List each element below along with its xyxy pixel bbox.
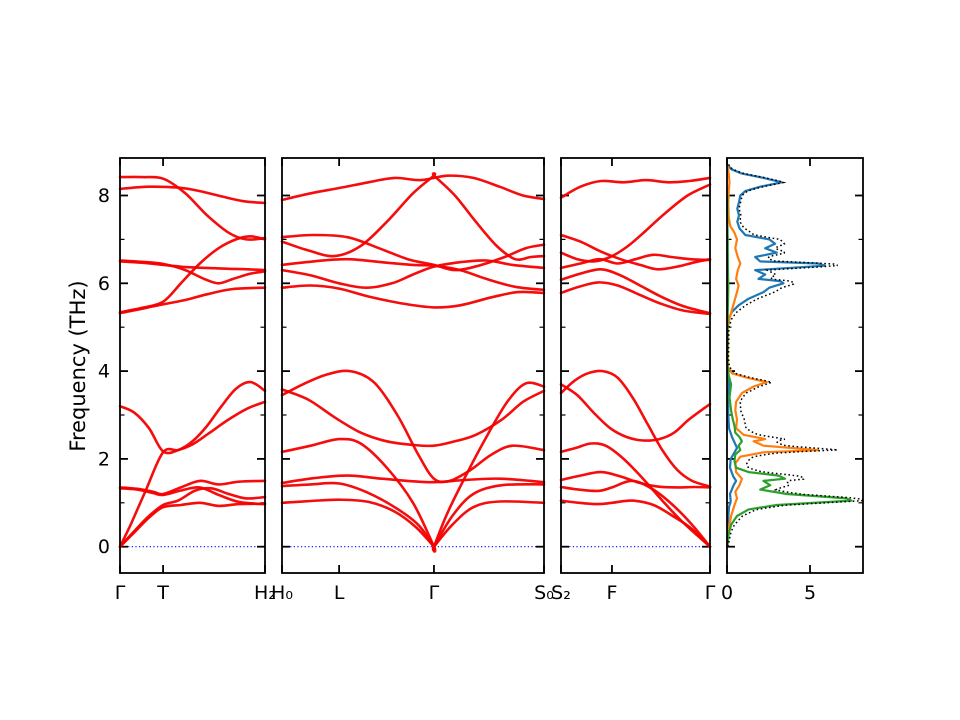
x-tick-label: S₀ xyxy=(534,582,554,604)
band-curve xyxy=(118,175,267,241)
band-curve xyxy=(280,174,546,202)
panel-frame xyxy=(560,157,711,574)
x-tick-label: H₀ xyxy=(271,582,293,604)
band-curve xyxy=(118,286,267,315)
x-tick-label: Γ xyxy=(429,582,440,604)
band-curve xyxy=(280,498,546,551)
panel-frame xyxy=(281,157,545,574)
y-tick-label: 8 xyxy=(98,185,110,207)
y-tick-label: 4 xyxy=(98,361,110,383)
band-curve xyxy=(559,267,712,315)
x-tick-label: T xyxy=(156,582,169,604)
band-curve xyxy=(118,185,267,205)
dos-total xyxy=(727,163,868,547)
band-curve xyxy=(280,381,546,553)
x-tick-label: 5 xyxy=(804,582,816,604)
band-curve xyxy=(559,369,712,488)
band-curve xyxy=(280,369,546,484)
x-tick-label: Γ xyxy=(115,582,126,604)
band-curve xyxy=(559,479,712,548)
band-curve xyxy=(280,474,546,485)
band-curve xyxy=(118,485,267,506)
x-tick-label: F xyxy=(606,582,617,604)
band-curve xyxy=(559,442,712,548)
band-curve xyxy=(118,380,267,455)
band-curve xyxy=(118,235,267,314)
x-tick-label: 0 xyxy=(721,582,733,604)
band-curve xyxy=(559,183,712,263)
band-curve xyxy=(280,284,546,309)
dos-partial-1 xyxy=(726,164,826,547)
band-curve xyxy=(118,486,267,548)
band-curve xyxy=(559,383,712,442)
y-axis-title: Frequency (THz) xyxy=(66,280,90,452)
x-tick-label: H₂ xyxy=(254,582,276,604)
y-tick-label: 0 xyxy=(98,536,110,558)
dos-partial-2 xyxy=(726,164,820,547)
band-curve xyxy=(118,259,267,285)
band-curve xyxy=(559,233,712,271)
panel-frame xyxy=(726,157,864,574)
band-curve xyxy=(559,281,712,316)
band-curve xyxy=(559,499,712,548)
band-curve xyxy=(280,233,546,272)
band-curve xyxy=(280,257,546,292)
y-tick-label: 6 xyxy=(98,273,110,295)
dos-partial-3 xyxy=(726,195,853,547)
y-tick-label: 2 xyxy=(98,448,110,470)
band-curve xyxy=(559,176,712,199)
band-curve xyxy=(280,172,546,261)
x-tick-label: L xyxy=(334,582,345,604)
band-curve xyxy=(280,481,546,552)
panel-frame xyxy=(119,157,266,574)
x-tick-label: Γ xyxy=(705,582,716,604)
band-curve xyxy=(280,388,546,448)
x-tick-label: S₂ xyxy=(551,582,571,604)
band-curve xyxy=(559,470,712,489)
